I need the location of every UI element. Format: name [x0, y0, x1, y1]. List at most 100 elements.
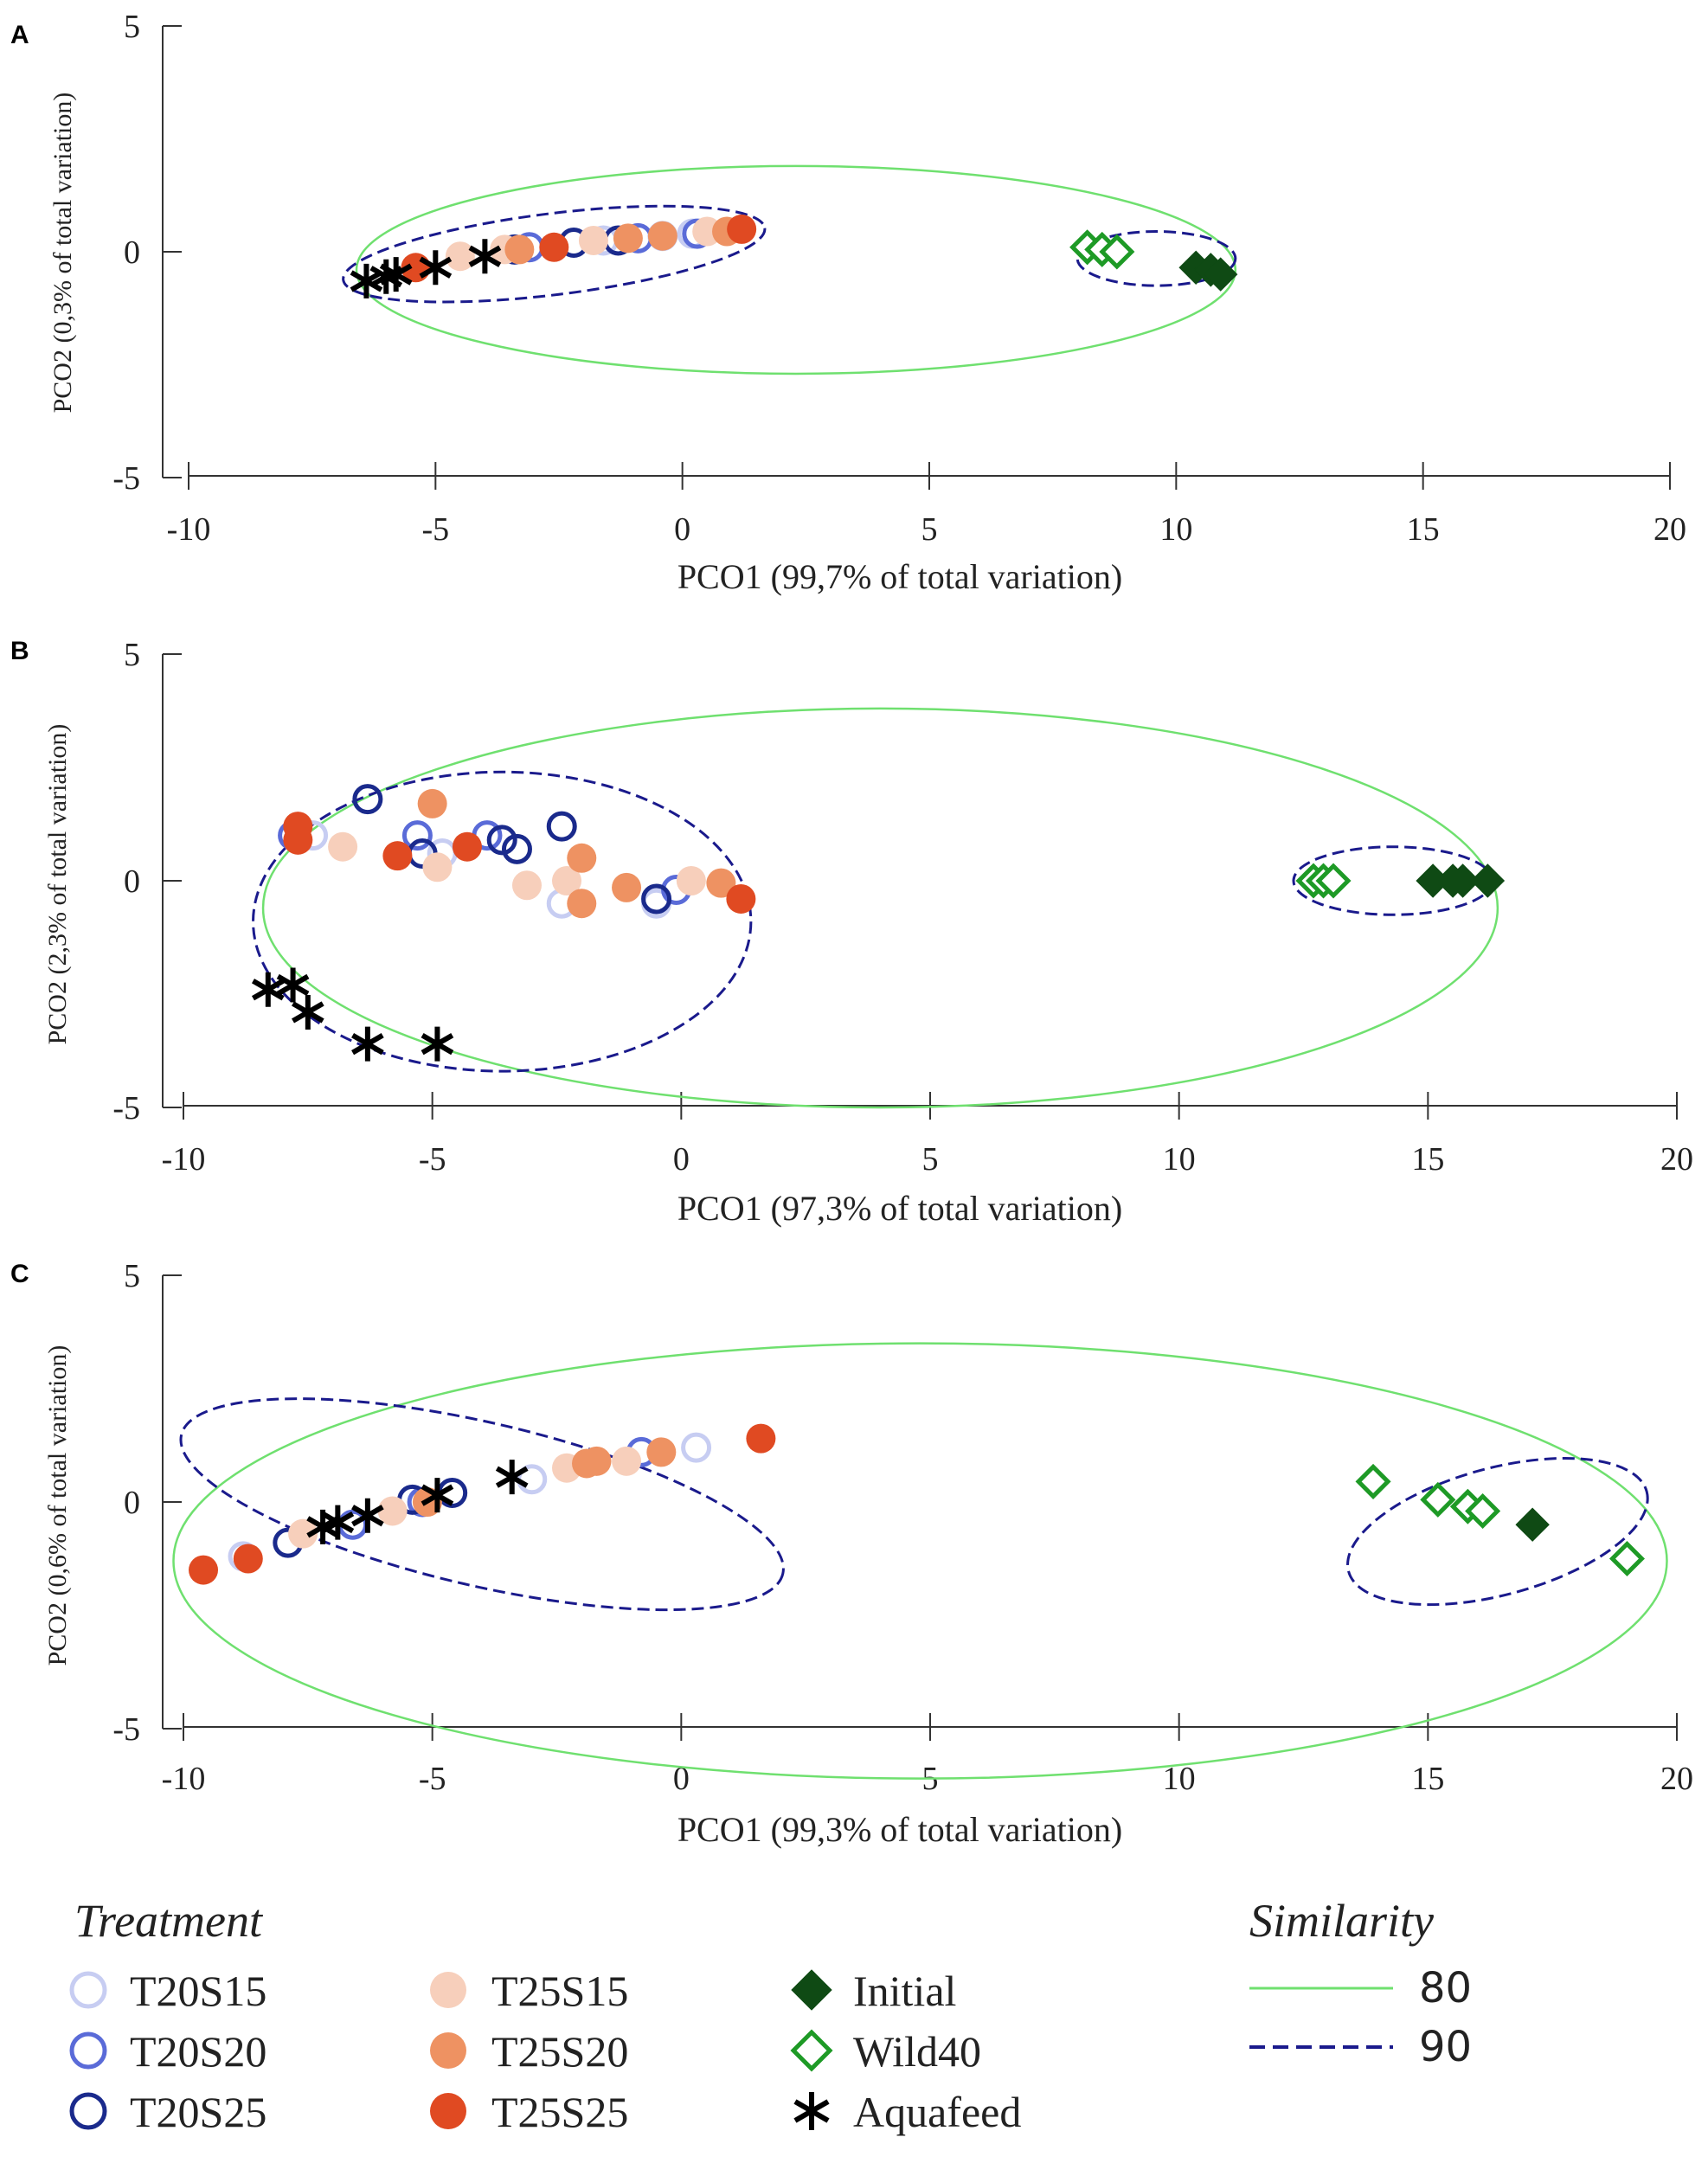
legend-similarity-title: Similarity [1249, 1895, 1434, 1947]
point-t25s25-c [233, 1544, 263, 1574]
point-t25s25-a [539, 232, 569, 262]
similarity-80-ellipse-b [261, 707, 1499, 1109]
point-t20s25-b [546, 811, 577, 842]
x-axis-label-b: PCO1 (97,3% of total variation) [677, 1189, 1122, 1228]
x-tick-label-c: 0 [673, 1761, 690, 1797]
panel-b: B 5 0 -5 -10 -5 0 5 10 15 20 PCO1 (97,3% of total… [10, 637, 1693, 1228]
legend-items [69, 1969, 833, 2130]
point-t25s25-a [727, 214, 757, 244]
y-tick-label-a: 0 [124, 234, 140, 271]
point-aquafeed-b [251, 972, 285, 1007]
y-tick-label-c: -5 [112, 1711, 140, 1748]
point-aquafeed-a [350, 263, 383, 298]
point-wild40-c [1465, 1492, 1501, 1530]
point-t25s15-a [578, 225, 608, 255]
legend-label-t25s20: T25S20 [491, 2027, 628, 2076]
point-t20s20-b [401, 820, 433, 851]
point-aquafeed-a [419, 250, 453, 286]
point-t20s15-c [681, 1432, 712, 1463]
legend-label-80: 80 [1419, 1964, 1472, 2012]
similarity-90-ellipse-a [342, 204, 767, 304]
point-t25s15-c [612, 1446, 642, 1476]
point-t25s20-a [613, 223, 643, 254]
y-axis-label-a: PCO2 (0,3% of total variation) [48, 93, 77, 414]
point-aquafeed-b [351, 1026, 384, 1062]
point-aquafeed-c [321, 1505, 355, 1540]
point-aquafeed-c [351, 1498, 384, 1533]
point-t25s25-b [726, 883, 756, 914]
y-tick-label-b: 5 [124, 637, 140, 673]
panel-b-content: 5 0 -5 -10 -5 0 5 10 15 20 [112, 637, 1693, 1178]
legend-marker-t25s25 [430, 2093, 466, 2129]
point-t25s20-b [567, 843, 597, 873]
point-t25s15-c [288, 1518, 318, 1549]
legend-treatment-title: Treatment [74, 1895, 264, 1947]
similarity-80-ellipse-c [172, 1342, 1668, 1780]
legend-marker-t20s20 [69, 2031, 107, 2070]
similarity-80-ellipse-a [355, 164, 1237, 375]
legend-label-t20s15: T20S15 [130, 1967, 266, 2015]
y-axis-label-b: PCO2 (2,3% of total variation) [43, 724, 72, 1045]
x-axis-label-a: PCO1 (99,7% of total variation) [677, 557, 1122, 596]
x-tick-label-a: 20 [1653, 511, 1686, 548]
legend-label-t20s25: T20S25 [130, 2088, 266, 2136]
point-aquafeed-c [495, 1460, 529, 1495]
point-aquafeed-a [379, 257, 413, 292]
point-t25s20-c [581, 1446, 612, 1476]
panel-c: C 50-5-10 -5 0 5 10 15 20 PCO1 (99,3% of total… [10, 1258, 1693, 1849]
point-t25s15-b [676, 866, 706, 895]
legend-marker-wild40 [790, 2029, 833, 2072]
legend-label-initial: Initial [853, 1967, 956, 2015]
legend-marker-t25s20 [430, 2032, 466, 2069]
legend-label-wild40: Wild40 [853, 2027, 981, 2076]
point-wild40-c [1355, 1463, 1391, 1499]
point-t20s25-b [352, 784, 383, 815]
point-initial-b [1445, 863, 1480, 898]
x-tick-label-b: -5 [419, 1141, 446, 1178]
point-t25s15-c [377, 1496, 408, 1526]
x-tick-label-b: -10 [162, 1141, 206, 1178]
y-tick-label-c: 5 [124, 1258, 140, 1294]
point-t25s20-a [504, 234, 535, 265]
x-tick-label-b: 5 [922, 1141, 939, 1178]
point-t25s15-a [445, 241, 475, 272]
panel-a: A 5 0 -5 -10 -5 0 5 10 15 20 PCO1 (99,7% of total… [10, 9, 1686, 596]
point-t20s25-b [501, 833, 532, 864]
point-aquafeed-a [468, 239, 502, 274]
panel-a-content: 5 0 -5 -10 -5 0 5 10 15 20 [112, 9, 1686, 548]
legend-marker-t25s15 [430, 1972, 466, 2008]
x-tick-label-b: 20 [1660, 1141, 1693, 1178]
point-t25s20-b [612, 872, 642, 902]
x-axis-label-c: PCO1 (99,3% of total variation) [677, 1810, 1122, 1849]
legend: Treatment Similarity T20S15 T20S20 T20S2… [69, 1895, 1472, 2136]
similarity-90-ellipse-c [1346, 1456, 1649, 1607]
point-t25s25-b [452, 831, 482, 862]
point-t25s20-b [567, 889, 597, 919]
panel-c-content: 50-5-10 -5 0 5 10 15 20 [112, 1258, 1693, 1797]
x-tick-label-a: 0 [674, 511, 690, 548]
point-t25s25-c [189, 1555, 219, 1585]
point-t25s20-b [417, 788, 447, 818]
point-t20s25-b [641, 883, 672, 915]
point-t20s25-b [486, 825, 517, 856]
legend-label-90: 90 [1419, 2023, 1472, 2071]
point-initial-a [1203, 257, 1238, 292]
point-t25s20-b [706, 868, 736, 898]
legend-label-t25s25: T25S25 [491, 2088, 628, 2136]
panel-letter-a: A [10, 21, 29, 49]
point-wild40-b [1315, 863, 1352, 899]
panel-letter-c: C [10, 1260, 29, 1288]
point-aquafeed-b [292, 994, 324, 1030]
y-tick-label-b: 0 [124, 863, 140, 900]
point-t25s20-a [647, 221, 677, 251]
panel-letter-b: B [10, 637, 29, 665]
x-tick-label-c: -5 [419, 1761, 446, 1797]
legend-label-t25s15: T25S15 [491, 1967, 628, 2015]
y-axis-label-c: PCO2 (0,6% of total variation) [43, 1345, 72, 1666]
y-tick-label-c: 0 [124, 1485, 140, 1521]
point-wild40-c [1420, 1481, 1456, 1518]
point-t25s25-b [382, 841, 413, 871]
similarity-90-ellipse-c [179, 1397, 785, 1612]
similarity-90-ellipse-a [1076, 230, 1237, 287]
x-tick-label-a: -10 [167, 511, 211, 548]
